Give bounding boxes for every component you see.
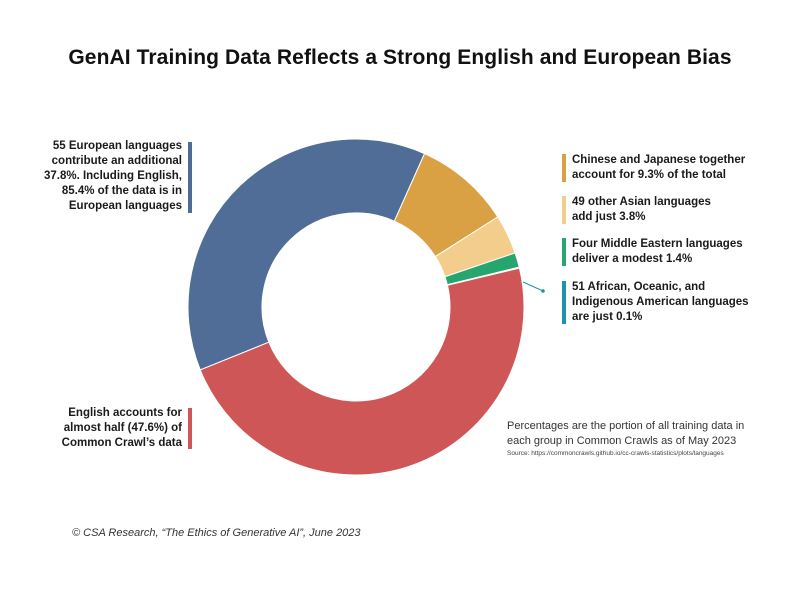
- annotation-bar-other-asian: [562, 196, 566, 224]
- annotation-middle-eastern: Four Middle Eastern languages deliver a …: [572, 237, 782, 267]
- annotation-other-asian: 49 other Asian languages add just 3.8%: [572, 195, 782, 225]
- annotation-african-oceanic: 51 African, Oceanic, and Indigenous Amer…: [572, 280, 782, 325]
- chart-note-line: each group in Common Crawls as of May 20…: [507, 435, 737, 447]
- annotation-line: 55 European languages: [52, 140, 182, 152]
- annotation-line: Common Crawl’s data: [61, 437, 182, 449]
- annotation-bar-chinese-japanese: [562, 154, 566, 182]
- annotation-line: European languages: [68, 200, 182, 212]
- annotation-line: add just 3.8%: [572, 211, 646, 223]
- chart-note: Percentages are the portion of all train…: [507, 419, 777, 449]
- african-slice-leader-dot: [541, 289, 545, 293]
- annotation-bar-middle-eastern: [562, 238, 566, 266]
- annotation-line: contribute an additional: [51, 155, 182, 167]
- annotation-line: are just 0.1%: [572, 311, 643, 323]
- donut-slice-english: [199, 267, 525, 476]
- african-slice-leader-line: [522, 281, 544, 292]
- annotation-bar-european: [188, 142, 192, 213]
- annotation-european: 55 European languages contribute an addi…: [40, 139, 182, 214]
- chart-title: GenAI Training Data Reflects a Strong En…: [68, 46, 732, 69]
- copyright-credit: © CSA Research, “The Ethics of Generativ…: [72, 527, 361, 539]
- annotation-line: account for 9.3% of the total: [572, 169, 726, 181]
- annotation-bar-african-oceanic: [562, 281, 566, 324]
- annotation-line: 37.8%. Including English,: [43, 170, 182, 182]
- annotation-english: English accounts for almost half (47.6%)…: [40, 406, 182, 451]
- annotation-chinese-japanese: Chinese and Japanese together account fo…: [572, 153, 782, 183]
- donut-slice-european-languages: [187, 138, 426, 371]
- chart-note-line: Percentages are the portion of all train…: [507, 420, 745, 432]
- annotation-bar-english: [188, 408, 192, 449]
- annotation-line: Chinese and Japanese together: [572, 154, 746, 166]
- annotation-line: almost half (47.6%) of: [63, 422, 182, 434]
- annotation-line: English accounts for: [68, 407, 182, 419]
- annotation-line: 85.4% of the data is in: [61, 185, 182, 197]
- chart-source: Source: https://commoncrawls.github.io/c…: [507, 450, 724, 457]
- annotation-line: Four Middle Eastern languages: [572, 238, 743, 250]
- annotation-line: Indigenous American languages: [572, 296, 749, 308]
- annotation-line: 49 other Asian languages: [572, 196, 711, 208]
- annotation-line: deliver a modest 1.4%: [572, 253, 693, 265]
- annotation-line: 51 African, Oceanic, and: [572, 281, 706, 293]
